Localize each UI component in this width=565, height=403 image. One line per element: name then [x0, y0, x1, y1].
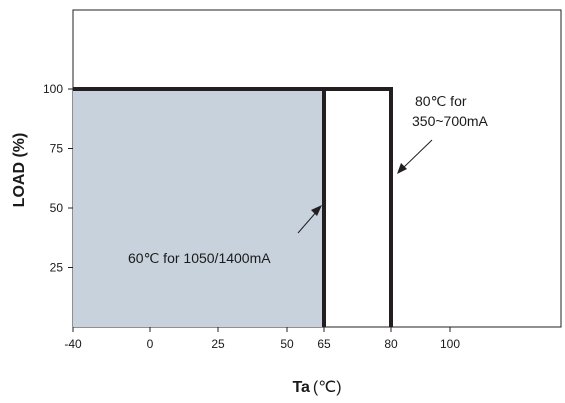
annotation-high-line2: 350~700mA: [412, 113, 489, 129]
x-tick-label: 65: [317, 337, 331, 351]
x-axis-title: Ta (℃): [292, 379, 341, 396]
annotation-high-arrow: [401, 139, 433, 170]
x-tick-label: -40: [64, 337, 82, 351]
y-tick-label: 50: [50, 201, 64, 215]
x-tick-label: 100: [440, 337, 460, 351]
curve-350-700ma: [324, 87, 393, 327]
y-tick-label: 25: [50, 261, 64, 275]
y-tick-label: 75: [50, 142, 64, 156]
y-tick-label: 100: [43, 82, 63, 96]
x-axis-title-main: Ta: [292, 379, 310, 396]
x-tick-label: 50: [280, 337, 294, 351]
annotation-low-arrow: [297, 209, 319, 234]
y-axis-ticks: 25 50 75 100: [43, 82, 73, 275]
x-tick-label: 80: [384, 337, 398, 351]
annotation-low-arrowhead: [311, 205, 322, 216]
x-axis-title-unit: (℃): [313, 379, 342, 396]
x-axis-ticks: -40 0 25 50 65 80 100: [64, 327, 460, 351]
annotation-high-line1: 80℃ for: [415, 93, 467, 109]
x-tick-label: 25: [211, 337, 225, 351]
shaded-region-1050-1400ma: [73, 89, 324, 327]
x-tick-label: 0: [147, 337, 154, 351]
annotation-low: 60℃ for 1050/1400mA: [128, 250, 271, 266]
y-axis-title: LOAD (%): [11, 133, 28, 208]
annotation-high-arrowhead: [397, 163, 407, 174]
